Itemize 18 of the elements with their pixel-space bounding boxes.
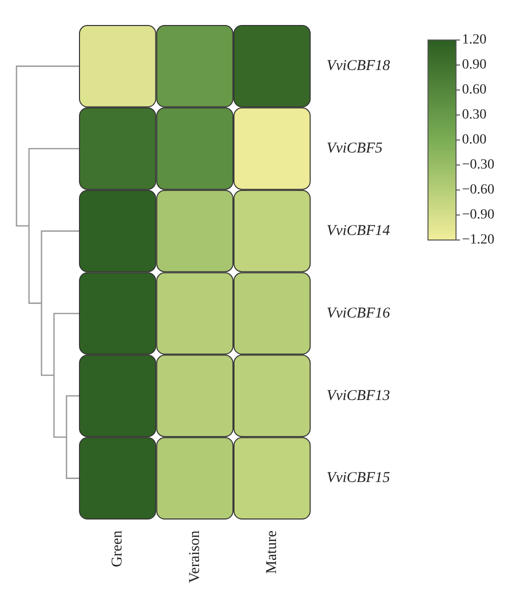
color-bar-label: −1.20 <box>462 232 494 248</box>
color-bar-label: 1.20 <box>462 32 486 48</box>
color-bar-label: 0.60 <box>462 82 486 98</box>
x-tick-label: Mature <box>264 530 280 574</box>
y-tick-label: VviCBF14 <box>326 222 390 239</box>
color-bar-label: −0.30 <box>462 158 494 173</box>
y-tick-label: VviCBF16 <box>326 305 390 322</box>
color-bar-label: 0.30 <box>462 108 486 123</box>
color-bar-label: −0.60 <box>462 182 494 198</box>
y-tick-label: VviCBF18 <box>326 58 390 74</box>
color-bar-label: 0.90 <box>462 58 486 73</box>
y-tick-label: VviCBF15 <box>326 470 390 486</box>
x-tick-label: Veraison <box>186 530 203 584</box>
y-tick-label: VviCBF13 <box>326 388 390 404</box>
color-bar-label: 0.00 <box>462 132 486 148</box>
y-tick-label: VviCBF5 <box>326 140 383 157</box>
x-tick-label: Green <box>110 530 126 568</box>
color-bar-label: −0.90 <box>462 208 494 223</box>
